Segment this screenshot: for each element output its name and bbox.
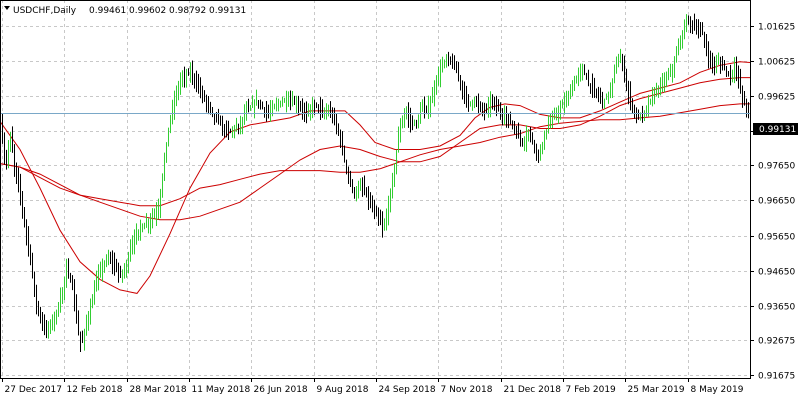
y-tick-label: 0.96650 [758, 197, 795, 207]
x-tick-label: 8 May 2019 [691, 385, 744, 395]
chart-header: USDCHF,Daily 0.99461 0.99602 0.98792 0.9… [4, 6, 246, 16]
ohlc-close: 0.99131 [209, 6, 246, 16]
plot-frame [0, 0, 751, 379]
x-tick-label: 12 Feb 2018 [67, 385, 123, 395]
y-tick-label: 1.00625 [758, 58, 795, 68]
y-tick-label: 0.92675 [758, 337, 795, 347]
y-tick-label: 0.93650 [758, 303, 795, 313]
x-tick-label: 25 Mar 2019 [628, 385, 685, 395]
y-tick-label: 0.91675 [758, 372, 795, 382]
ma-line-3 [0, 103, 750, 207]
y-tick-label: 0.97650 [758, 162, 795, 172]
price-label-bg [753, 123, 798, 135]
x-tick-label: 21 Dec 2018 [504, 385, 562, 395]
current-price-label: 0.99131 [753, 123, 798, 135]
x-axis: 27 Dec 2017 12 Feb 2018 28 Mar 2018 11 May … [2, 378, 744, 395]
x-tick-label: 28 Mar 2018 [130, 385, 187, 395]
x-tick-label: 27 Dec 2017 [5, 385, 63, 395]
x-tick-label: 11 May 2018 [192, 385, 251, 395]
x-tick-label: 9 Aug 2018 [317, 385, 369, 395]
y-tick-label: 0.94650 [758, 268, 795, 278]
ma-line-2 [0, 77, 750, 221]
ma-line-1 [0, 61, 751, 294]
x-tick-label: 26 Jun 2018 [254, 385, 308, 395]
ohlc-low: 0.98792 [169, 6, 206, 16]
price-label-text: 0.99131 [759, 125, 796, 135]
ohlc-high: 0.99602 [129, 6, 166, 16]
ohlc-open: 0.99461 [89, 6, 126, 16]
chart-title: USDCHF,Daily [13, 6, 77, 16]
x-tick-label: 24 Sep 2018 [379, 385, 436, 395]
x-tick-label: 7 Nov 2018 [441, 385, 493, 395]
collapse-triangle-icon[interactable] [4, 6, 10, 10]
candles [2, 13, 749, 353]
x-tick-label: 7 Feb 2019 [566, 385, 617, 395]
y-tick-label: 1.01625 [758, 23, 795, 33]
moving-averages [0, 61, 751, 294]
y-tick-label: 0.99625 [758, 93, 795, 103]
y-tick-label: 0.95650 [758, 233, 795, 243]
